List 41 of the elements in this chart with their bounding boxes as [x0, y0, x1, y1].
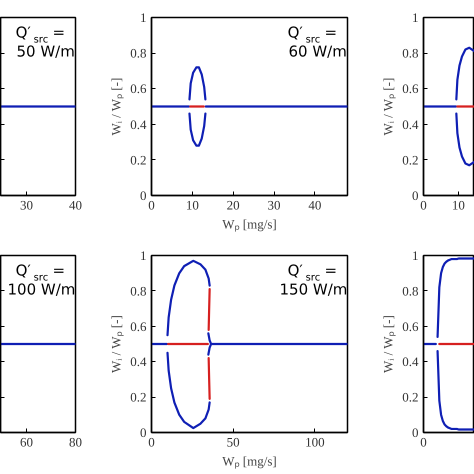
x-tick-label: 50 [226, 434, 240, 450]
x-axis-title: Wₚ [mg/s] [222, 454, 277, 470]
x-tick-label: 20 [226, 198, 240, 212]
x-tick-label: 40 [69, 198, 82, 212]
x-tick-label: 30 [268, 198, 280, 212]
y-tick-label: 0.2 [402, 152, 418, 168]
y-tick-label: 0.6 [402, 318, 419, 334]
y-tick-label: 0 [412, 188, 418, 203]
y-tick-label: 0.4 [130, 354, 147, 370]
y-tick-label: 0.6 [130, 81, 147, 96]
y-tick-label: 0.8 [402, 46, 418, 61]
y-tick-label: 1 [140, 248, 146, 263]
y-tick-label: 0.8 [130, 46, 146, 61]
x-tick-label: 100 [305, 434, 325, 450]
y-tick-label: 0.2 [130, 390, 146, 405]
y-axis-title: Wᵢ / Wₚ [-] [108, 78, 124, 136]
x-tick-label: 30 [20, 198, 33, 212]
y-tick-label: 0.4 [130, 116, 147, 132]
y-tick-label: 0.6 [402, 81, 419, 96]
y-tick-label: 0 [140, 188, 146, 203]
y-tick-label: 0.8 [402, 283, 418, 298]
y-axis-title: Wᵢ / Wₚ [-] [108, 315, 124, 374]
y-tick-label: 0.6 [130, 318, 147, 334]
x-tick-label: 40 [308, 198, 322, 212]
y-tick-label: 1 [140, 10, 146, 25]
y-tick-label: 0.2 [130, 152, 146, 168]
y-tick-label: 1 [412, 248, 418, 263]
x-tick-label: 10 [452, 198, 465, 212]
y-tick-label: 0.4 [402, 354, 419, 370]
y-tick-label: 0.4 [402, 116, 419, 132]
x-tick-label: 60 [20, 434, 33, 450]
y-tick-label: 0 [412, 425, 418, 440]
x-tick-label: 10 [186, 198, 199, 212]
y-tick-label: 1 [412, 10, 418, 25]
y-tick-label: 0 [140, 425, 146, 440]
y-tick-label: 0.8 [130, 283, 146, 298]
y-tick-label: 0.2 [402, 390, 418, 405]
x-tick-label: 80 [69, 434, 82, 450]
y-axis-title: Wᵢ / Wₚ [-] [380, 78, 396, 136]
y-axis-title: Wᵢ / Wₚ [-] [380, 315, 396, 374]
x-axis-title: Wₚ [mg/s] [222, 216, 277, 232]
